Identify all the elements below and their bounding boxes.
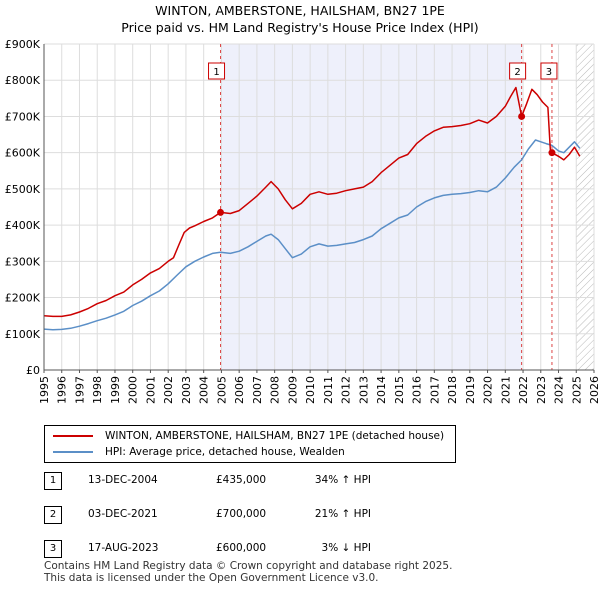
x-tick-label: 2026 bbox=[588, 376, 600, 404]
ownership-shade bbox=[220, 44, 522, 370]
x-tick-label: 1997 bbox=[73, 376, 86, 404]
sale-marker: 2 bbox=[44, 506, 62, 524]
future-hatch bbox=[576, 44, 594, 370]
sale-row: 2 03-DEC-2021 £700,000 21% ↑ HPI bbox=[44, 506, 444, 524]
sale-price: £700,000 bbox=[216, 508, 267, 520]
x-tick-label: 1998 bbox=[91, 376, 104, 404]
x-tick-label: 1999 bbox=[109, 376, 122, 404]
y-tick-label: £800K bbox=[5, 74, 41, 87]
footer-line-copyright: Contains HM Land Registry data © Crown c… bbox=[44, 560, 453, 572]
sale-marker-label: 2 bbox=[514, 67, 520, 78]
sale-marker-box bbox=[509, 62, 527, 80]
x-tick-label: 2022 bbox=[517, 376, 530, 404]
x-tick-label: 2006 bbox=[233, 376, 246, 404]
sale-point bbox=[518, 112, 526, 120]
x-tick-label: 2021 bbox=[499, 376, 512, 404]
y-tick-label: £300K bbox=[5, 255, 41, 268]
y-tick-label: £0 bbox=[26, 364, 40, 377]
sale-point bbox=[217, 208, 225, 216]
x-tick-label: 2019 bbox=[464, 376, 477, 404]
x-tick-label: 1996 bbox=[56, 376, 69, 404]
x-tick-label: 2024 bbox=[553, 376, 566, 404]
price-chart: 1 2 3 £0 £100K £200K £300K £400K £500K £600K £700K… bbox=[5, 38, 600, 404]
x-tick-label: 2018 bbox=[446, 376, 459, 404]
legend-label-hpi: HPI: Average price, detached house, Weal… bbox=[105, 446, 345, 458]
legend-swatch-property bbox=[53, 435, 93, 437]
chart-title: WINTON, AMBERSTONE, HAILSHAM, BN27 1PE bbox=[155, 3, 445, 18]
x-tick-label: 2012 bbox=[340, 376, 353, 404]
y-tick-label: £700K bbox=[5, 110, 41, 123]
sale-marker-label: 3 bbox=[546, 67, 552, 78]
sale-row: 3 17-AUG-2023 £600,000 3% ↓ HPI bbox=[44, 540, 444, 558]
x-tick-label: 2009 bbox=[286, 376, 299, 404]
y-tick-label: £600K bbox=[5, 147, 41, 160]
legend-swatch-hpi bbox=[53, 451, 93, 453]
x-tick-label: 2011 bbox=[322, 376, 335, 404]
y-tick-label: £200K bbox=[5, 292, 41, 305]
y-tick-label: £900K bbox=[5, 38, 41, 51]
sale-point bbox=[548, 149, 556, 157]
sale-marker: 1 bbox=[44, 472, 62, 490]
x-tick-label: 2020 bbox=[482, 376, 495, 404]
sale-row: 1 13-DEC-2004 £435,000 34% ↑ HPI bbox=[44, 472, 444, 490]
x-tick-label: 2016 bbox=[411, 376, 424, 404]
x-tick-label: 2025 bbox=[570, 376, 583, 404]
x-tick-label: 2013 bbox=[357, 376, 370, 404]
x-tick-label: 2015 bbox=[393, 376, 406, 404]
y-tick-label: £500K bbox=[5, 183, 41, 196]
sale-hpi-change: 3% ↓ HPI bbox=[321, 542, 371, 554]
sale-date: 17-AUG-2023 bbox=[88, 542, 159, 554]
footer-line-license: This data is licensed under the Open Gov… bbox=[44, 572, 379, 584]
legend-item-property: WINTON, AMBERSTONE, HAILSHAM, BN27 1PE (… bbox=[53, 428, 444, 444]
legend-item-hpi: HPI: Average price, detached house, Weal… bbox=[53, 444, 345, 460]
property-series-line bbox=[43, 86, 581, 318]
x-tick-label: 2003 bbox=[180, 376, 193, 404]
sale-date: 03-DEC-2021 bbox=[88, 508, 158, 520]
x-tick-label: 2010 bbox=[304, 376, 317, 404]
chart-subtitle: Price paid vs. HM Land Registry's House … bbox=[121, 20, 479, 35]
x-tick-label: 2008 bbox=[269, 376, 282, 404]
sale-hpi-change: 34% ↑ HPI bbox=[314, 474, 371, 486]
x-tick-label: 2007 bbox=[251, 376, 264, 404]
x-tick-label: 2004 bbox=[198, 376, 211, 404]
x-tick-label: 2017 bbox=[428, 376, 441, 404]
sale-hpi-change: 21% ↑ HPI bbox=[314, 508, 371, 520]
chart-legend: WINTON, AMBERSTONE, HAILSHAM, BN27 1PE (… bbox=[44, 425, 456, 463]
sale-price: £435,000 bbox=[216, 474, 267, 486]
x-tick-label: 1995 bbox=[38, 376, 51, 404]
x-tick-label: 2014 bbox=[375, 376, 388, 404]
x-tick-label: 2002 bbox=[162, 376, 175, 404]
sale-price: £600,000 bbox=[216, 542, 267, 554]
y-tick-label: £400K bbox=[5, 219, 41, 232]
sale-marker-label: 1 bbox=[213, 67, 219, 78]
x-tick-label: 2000 bbox=[127, 376, 140, 404]
x-tick-label: 2001 bbox=[144, 376, 157, 404]
footer-attribution: Contains HM Land Registry data © Crown c… bbox=[44, 560, 452, 584]
legend-label-property: WINTON, AMBERSTONE, HAILSHAM, BN27 1PE (… bbox=[105, 430, 445, 442]
hpi-series-line bbox=[43, 139, 581, 331]
sale-marker-box bbox=[540, 62, 558, 80]
x-tick-label: 2005 bbox=[215, 376, 228, 404]
sale-marker-box bbox=[208, 62, 226, 80]
y-tick-label: £100K bbox=[5, 328, 41, 341]
x-tick-label: 2023 bbox=[535, 376, 548, 404]
sale-marker: 3 bbox=[44, 540, 62, 558]
sale-date: 13-DEC-2004 bbox=[88, 474, 158, 486]
